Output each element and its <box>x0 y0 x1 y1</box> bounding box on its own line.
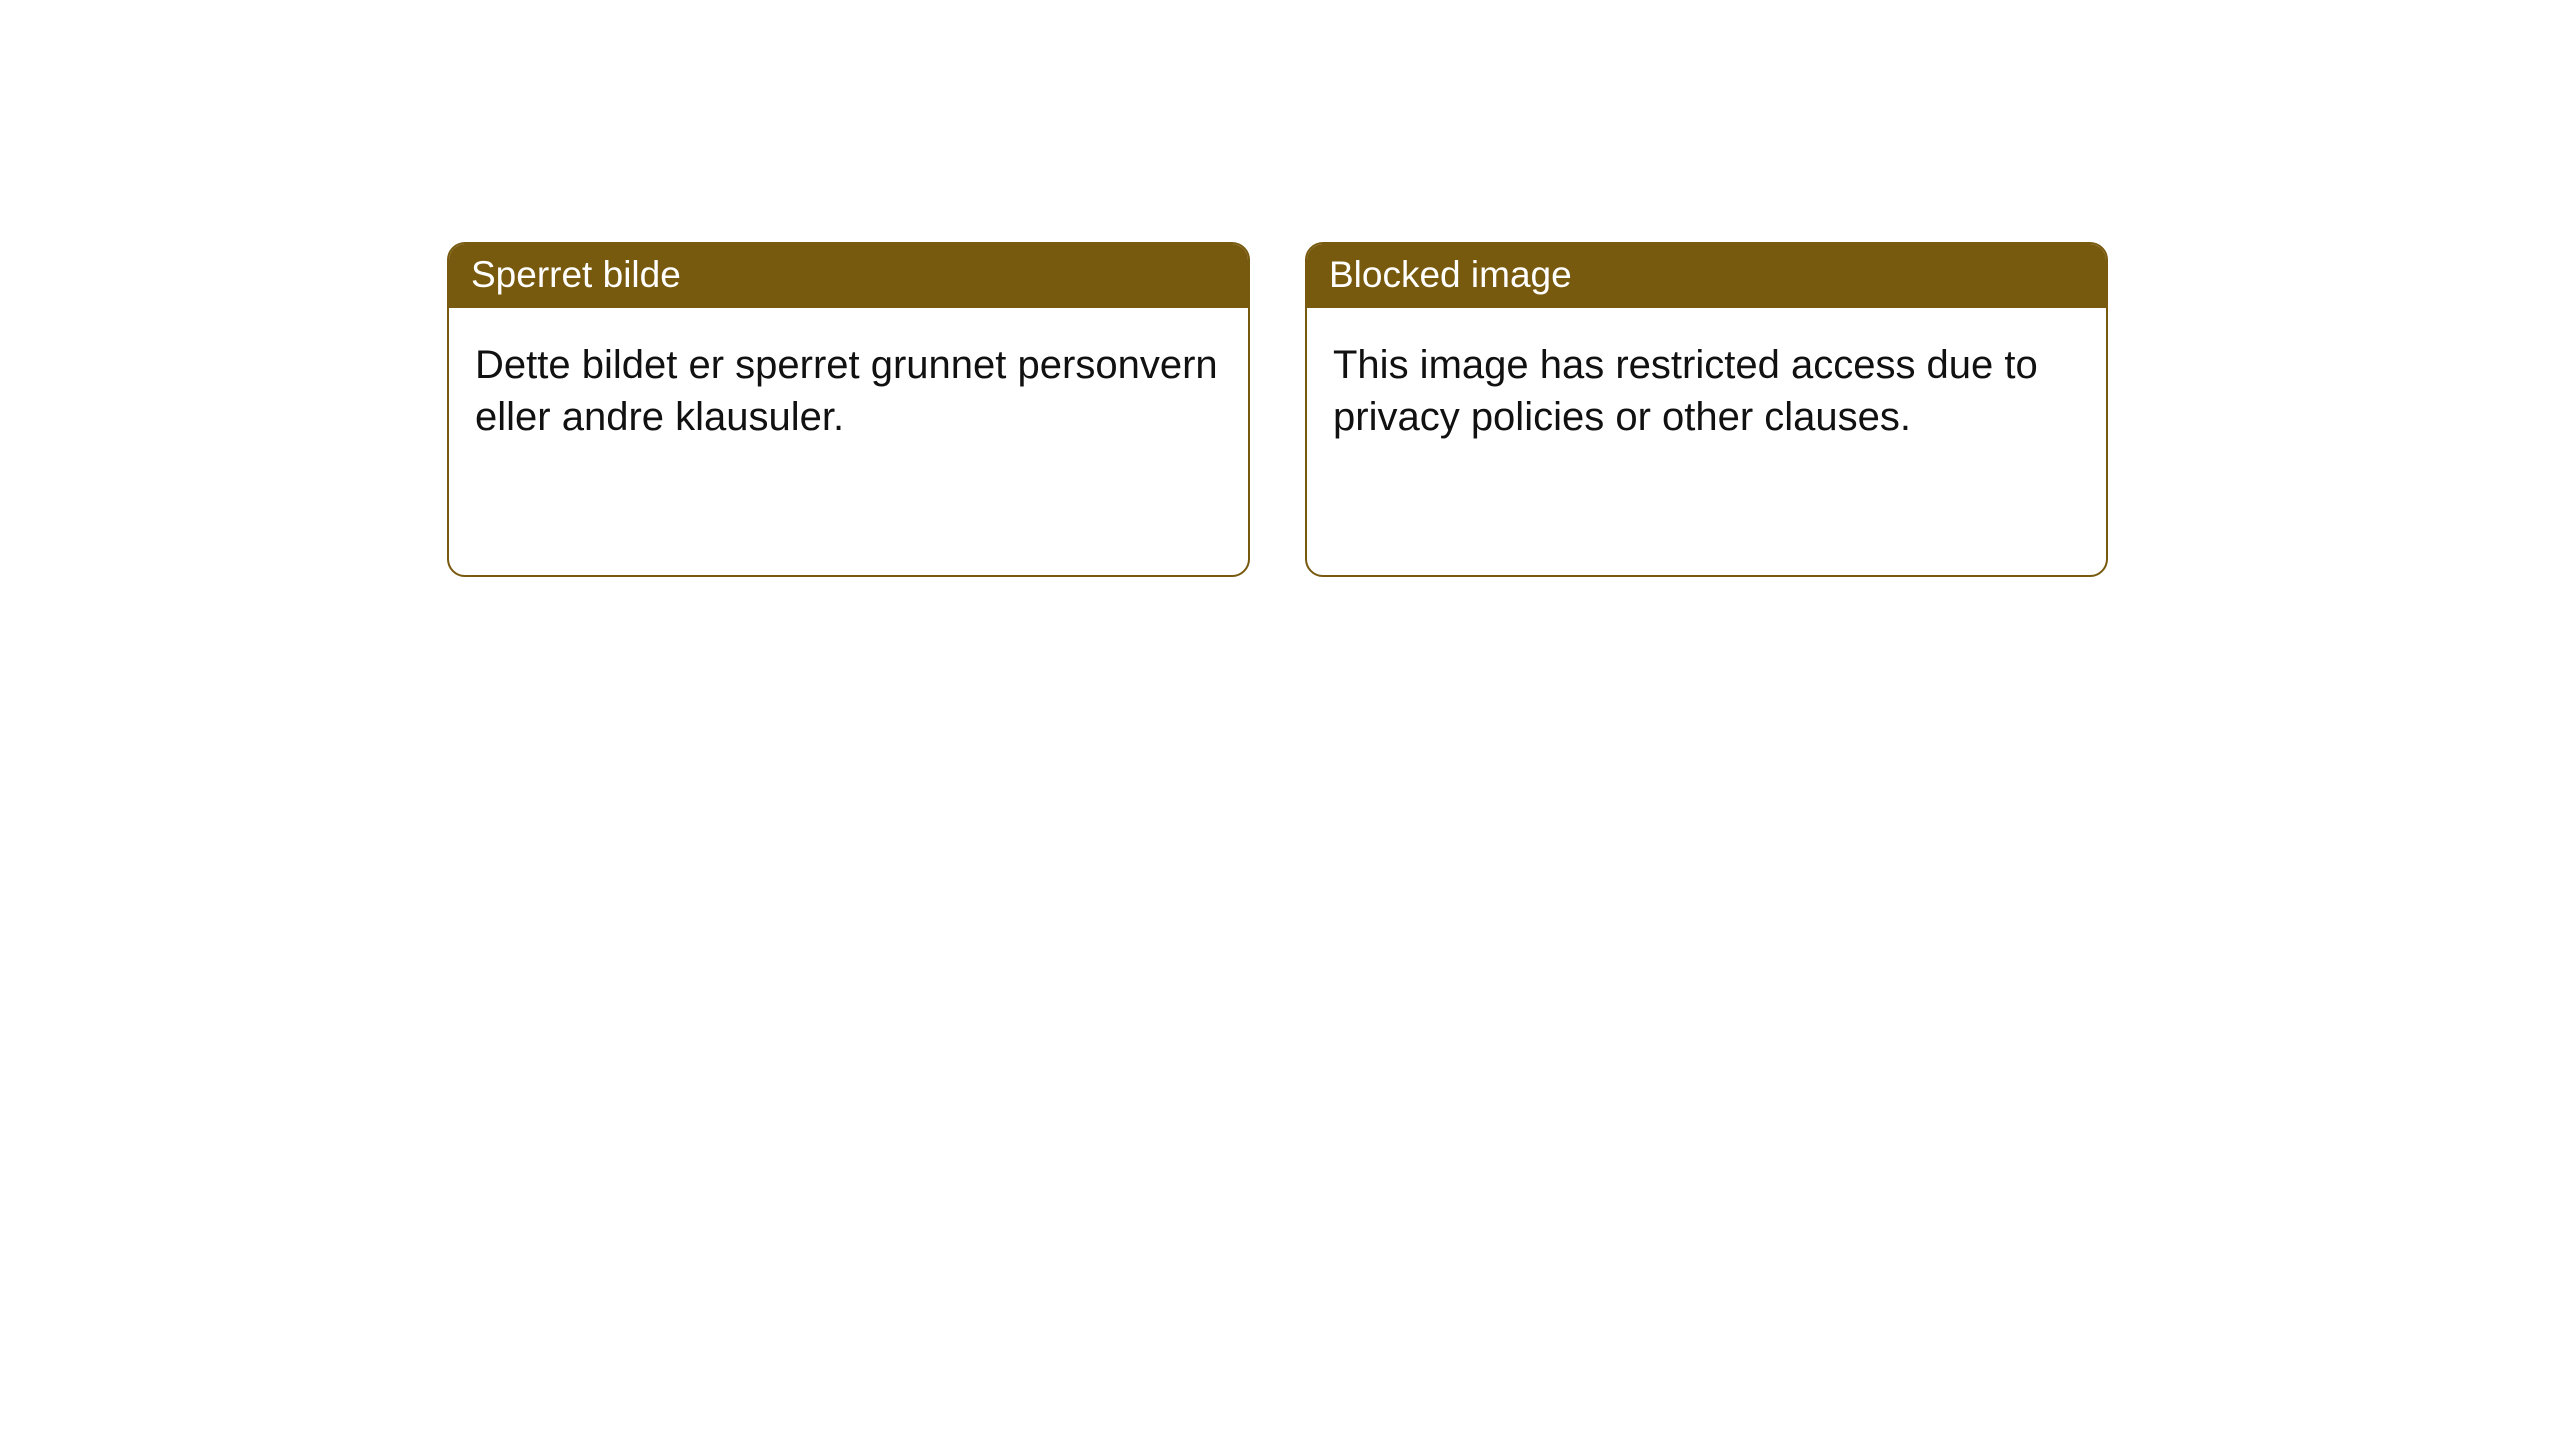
notice-title-no: Sperret bilde <box>449 244 1248 308</box>
notice-body-no: Dette bildet er sperret grunnet personve… <box>449 308 1248 469</box>
notice-body-en: This image has restricted access due to … <box>1307 308 2106 469</box>
notice-title-en: Blocked image <box>1307 244 2106 308</box>
notice-container: Sperret bilde Dette bildet er sperret gr… <box>447 242 2108 577</box>
notice-box-no: Sperret bilde Dette bildet er sperret gr… <box>447 242 1250 577</box>
notice-box-en: Blocked image This image has restricted … <box>1305 242 2108 577</box>
